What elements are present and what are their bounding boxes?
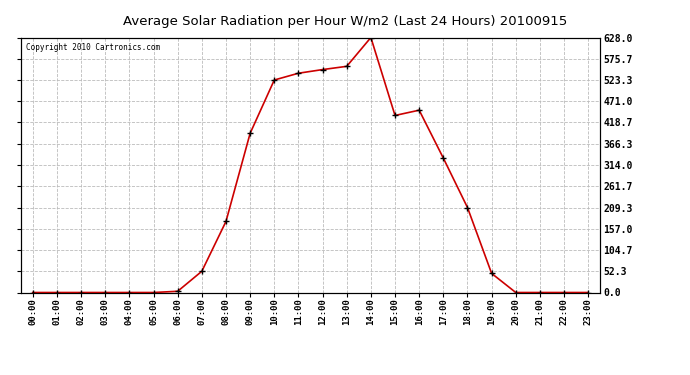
Text: Average Solar Radiation per Hour W/m2 (Last 24 Hours) 20100915: Average Solar Radiation per Hour W/m2 (L…: [123, 15, 567, 28]
Text: Copyright 2010 Cartronics.com: Copyright 2010 Cartronics.com: [26, 43, 161, 52]
